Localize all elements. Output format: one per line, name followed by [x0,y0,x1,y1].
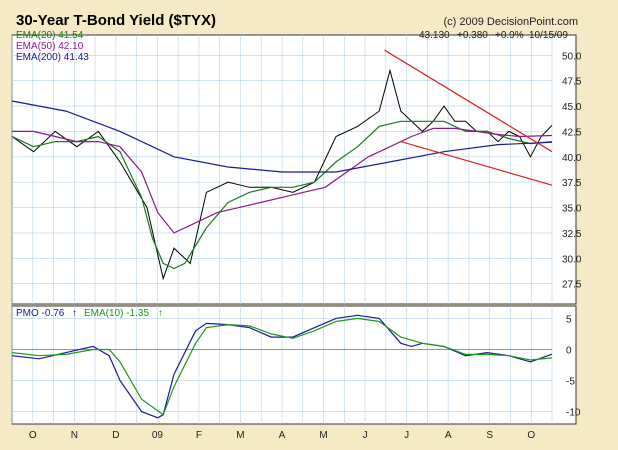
price-grid [11,35,553,304]
price-panel [11,34,577,305]
copyright-text: (c) 2009 DecisionPoint.com [443,16,578,28]
y-tick-label: 42.5 [562,127,582,138]
legend-pmo-ema-arrow: ↑ [158,308,163,319]
x-tick-label: N [71,430,78,441]
pmo-tick-label: 5 [566,314,572,325]
quote-change: +0.380 [457,30,488,41]
x-tick-label: A [279,430,286,441]
x-axis: O N D 09 F M A M J J A S O [29,430,535,441]
y-tick-label: 45.0 [562,102,582,113]
legend-pmo: PMO -0.76 [16,308,65,319]
legend-pmo-ema: EMA(10) -1.35 [84,308,149,319]
y-tick-label: 40.0 [562,153,582,164]
x-tick-label: A [445,430,452,441]
y-tick-label: 35.0 [562,204,582,215]
pmo-signal-line [11,317,553,416]
chart-title: 30-Year T-Bond Yield ($TYX) [16,12,217,29]
y-tick-label: 37.5 [562,178,582,189]
price-series [11,49,553,281]
pmo-tick-label: -10 [566,408,581,419]
price-line [11,68,553,281]
x-tick-label: F [196,430,202,441]
x-tick-label: O [29,430,37,441]
legend-ema50: EMA(50) 42.10 [16,41,84,52]
legend-pmo-arrow: ↑ [72,308,77,319]
x-tick-label: S [486,430,493,441]
pmo-panel [11,305,577,425]
pmo-tick-label: 0 [566,345,572,356]
ema-line [11,100,553,173]
x-tick-label: D [112,430,119,441]
x-tick-label: M [236,430,244,441]
x-tick-label: 09 [152,430,164,441]
x-tick-label: J [363,430,368,441]
x-tick-label: J [404,430,409,441]
price-y-axis: 50.0 47.5 45.0 42.5 40.0 37.5 35.0 32.5 30.0 27.5 [562,51,582,290]
pmo-series [11,314,553,419]
pmo-tick-label: -5 [566,377,575,388]
y-tick-label: 27.5 [562,280,582,291]
y-tick-label: 32.5 [562,229,582,240]
legend-ema20: EMA(20) 41.54 [16,30,84,41]
y-tick-label: 50.0 [562,51,582,62]
legend-ema200: EMA(200) 41.43 [16,52,89,63]
quote-last: 43.130 [419,30,450,41]
ema-line [12,127,553,234]
trendline [384,49,553,153]
y-tick-label: 47.5 [562,77,582,88]
x-tick-label: O [527,430,535,441]
x-tick-label: M [319,430,327,441]
quote-date: 10/15/09 [529,30,568,41]
quote-pct: +0.9% [495,30,524,41]
trendline [400,141,553,186]
pmo-y-axis: 5 0 -5 -10 [566,314,581,418]
y-tick-label: 30.0 [562,254,582,265]
